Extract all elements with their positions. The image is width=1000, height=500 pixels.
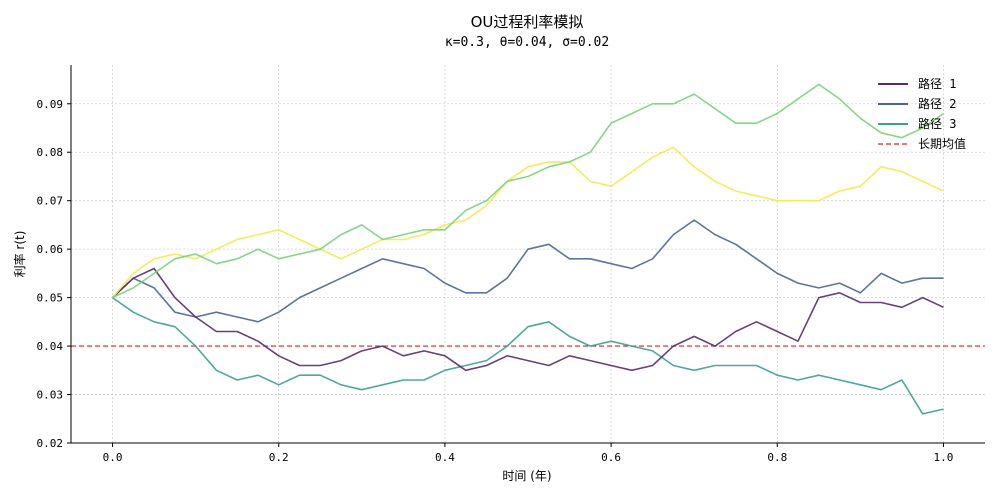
legend-label: 路径 2 xyxy=(918,96,956,111)
x-tick-label: 0.8 xyxy=(767,451,787,464)
y-tick-label: 0.06 xyxy=(37,243,64,256)
legend-label: 路径 3 xyxy=(918,116,956,131)
y-tick-label: 0.05 xyxy=(37,292,64,305)
y-tick-label: 0.04 xyxy=(37,340,64,353)
x-tick-label: 0.2 xyxy=(269,451,289,464)
x-ticks: 0.0 0.2 0.4 0.6 0.8 1.0 xyxy=(103,443,954,464)
y-tick-label: 0.02 xyxy=(37,437,64,450)
grid xyxy=(71,65,985,444)
legend-label-reference: 长期均值 xyxy=(918,136,966,151)
series-line-1 xyxy=(111,267,944,372)
series-line-3 xyxy=(112,296,944,415)
y-tick-label: 0.09 xyxy=(37,98,64,111)
y-tick-label: 0.08 xyxy=(37,146,64,159)
y-axis-label: 利率 r(t) xyxy=(12,231,27,278)
x-tick-label: 0.6 xyxy=(601,451,621,464)
y-tick-label: 0.07 xyxy=(37,195,64,208)
series-layer xyxy=(111,83,944,415)
x-tick-label: 0.4 xyxy=(435,451,455,464)
x-tick-label: 0.0 xyxy=(103,451,123,464)
chart-title: OU过程利率模拟 xyxy=(471,13,584,31)
legend: 路径 1 路径 2 路径 3 长期均值 xyxy=(878,76,966,151)
series-line-5 xyxy=(111,146,944,299)
x-tick-label: 1.0 xyxy=(934,451,954,464)
x-axis-label: 时间 (年) xyxy=(502,469,551,483)
chart-subtitle: κ=0.3, θ=0.04, σ=0.02 xyxy=(445,35,609,50)
series-line-4 xyxy=(112,83,944,299)
legend-label: 路径 1 xyxy=(918,76,956,91)
y-tick-label: 0.03 xyxy=(37,389,64,402)
series-line-2 xyxy=(111,219,944,323)
y-ticks: 0.02 0.03 0.04 0.05 0.06 0.07 0.08 0.09 xyxy=(37,98,71,450)
